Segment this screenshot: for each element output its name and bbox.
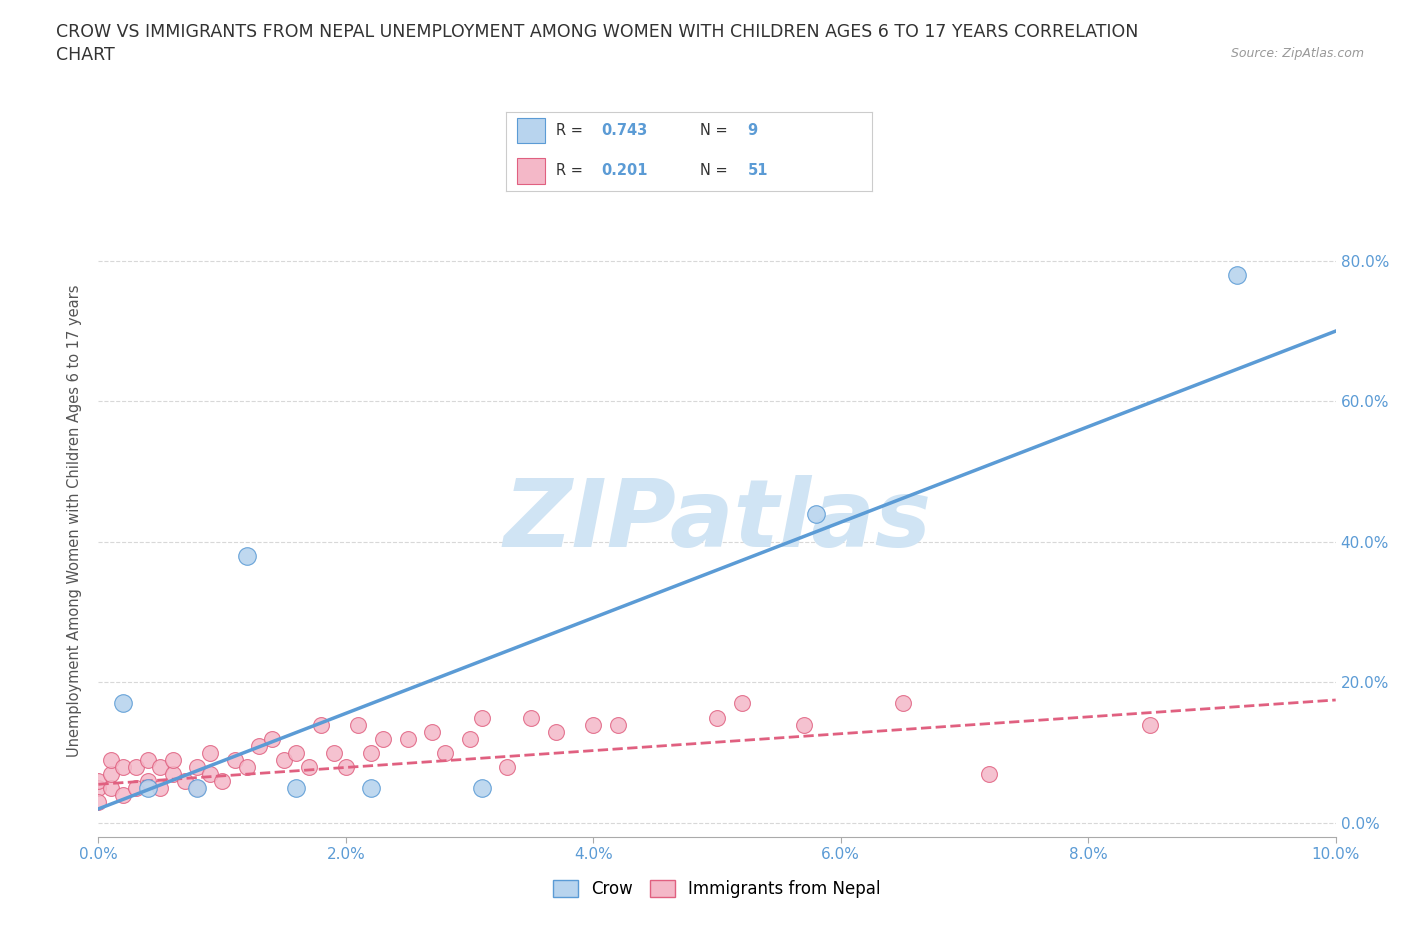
Text: CROW VS IMMIGRANTS FROM NEPAL UNEMPLOYMENT AMONG WOMEN WITH CHILDREN AGES 6 TO 1: CROW VS IMMIGRANTS FROM NEPAL UNEMPLOYME… [56, 23, 1139, 41]
Point [1139, 717, 1161, 732]
Point [495, 759, 517, 774]
Point [273, 752, 295, 767]
Point [309, 717, 332, 732]
Point [285, 780, 308, 795]
Point [149, 780, 172, 795]
Point [731, 696, 754, 711]
Point [112, 788, 135, 803]
Point [236, 759, 259, 774]
Point [198, 745, 221, 760]
Point [100, 780, 122, 795]
Y-axis label: Unemployment Among Women with Children Ages 6 to 17 years: Unemployment Among Women with Children A… [67, 285, 83, 757]
Point [136, 780, 159, 795]
Point [360, 745, 382, 760]
Text: 51: 51 [748, 163, 768, 179]
Point [285, 745, 308, 760]
Point [422, 724, 444, 739]
Point [236, 549, 259, 564]
Point [979, 766, 1001, 781]
Point [582, 717, 605, 732]
Point [136, 752, 159, 767]
Text: 9: 9 [748, 123, 758, 138]
Point [186, 780, 208, 795]
Point [471, 711, 494, 725]
Point [100, 752, 122, 767]
Bar [517, 158, 544, 183]
Point [162, 752, 184, 767]
Point [706, 711, 728, 725]
Legend: Crow, Immigrants from Nepal: Crow, Immigrants from Nepal [547, 873, 887, 905]
Point [186, 759, 208, 774]
Point [198, 766, 221, 781]
Point [149, 759, 172, 774]
Point [546, 724, 568, 739]
Text: N =: N = [700, 123, 733, 138]
Point [87, 774, 110, 789]
Point [335, 759, 357, 774]
Bar [517, 117, 544, 143]
Point [174, 774, 197, 789]
Point [224, 752, 246, 767]
Text: CHART: CHART [56, 46, 115, 64]
Point [891, 696, 914, 711]
Point [112, 696, 135, 711]
Point [347, 717, 370, 732]
Point [458, 731, 481, 746]
Text: ZIPatlas: ZIPatlas [503, 475, 931, 566]
Text: 0.201: 0.201 [602, 163, 648, 179]
Point [124, 780, 146, 795]
Point [100, 766, 122, 781]
Text: 0.743: 0.743 [602, 123, 647, 138]
Point [136, 774, 159, 789]
Point [471, 780, 494, 795]
Point [162, 766, 184, 781]
Point [112, 759, 135, 774]
Point [322, 745, 344, 760]
Point [260, 731, 283, 746]
Point [371, 731, 394, 746]
Point [87, 794, 110, 809]
Point [793, 717, 815, 732]
Point [1226, 268, 1249, 283]
Point [396, 731, 419, 746]
Point [804, 506, 827, 521]
Point [433, 745, 456, 760]
Point [360, 780, 382, 795]
Text: R =: R = [555, 163, 588, 179]
Point [607, 717, 630, 732]
Point [298, 759, 321, 774]
Point [124, 759, 146, 774]
Point [87, 780, 110, 795]
Point [520, 711, 543, 725]
Text: R =: R = [555, 123, 588, 138]
Text: Source: ZipAtlas.com: Source: ZipAtlas.com [1230, 46, 1364, 60]
Point [211, 774, 233, 789]
Point [186, 780, 208, 795]
Text: N =: N = [700, 163, 733, 179]
Point [247, 738, 270, 753]
